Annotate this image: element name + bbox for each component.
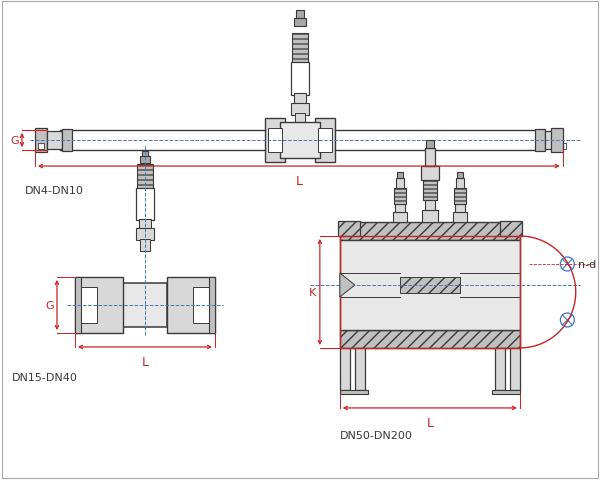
Bar <box>294 19 306 27</box>
Text: L: L <box>295 175 302 188</box>
Bar <box>209 277 215 333</box>
Bar <box>38 144 44 150</box>
Text: K: K <box>308 288 316 297</box>
Bar <box>137 171 153 175</box>
Bar <box>453 213 467 223</box>
Bar <box>47 132 62 150</box>
Bar <box>62 130 72 152</box>
Bar <box>268 129 282 153</box>
Bar <box>75 277 123 333</box>
Bar <box>292 50 308 54</box>
Bar <box>394 190 406 192</box>
Bar <box>423 180 437 201</box>
Bar <box>355 348 365 390</box>
Bar <box>140 156 150 164</box>
Bar <box>123 283 167 327</box>
Bar <box>315 119 335 163</box>
Text: n-d: n-d <box>578 260 596 269</box>
Bar <box>394 189 406 204</box>
Bar <box>292 35 308 39</box>
Bar <box>425 149 435 167</box>
Text: DN15-DN40: DN15-DN40 <box>12 372 78 382</box>
Bar <box>35 129 47 153</box>
Polygon shape <box>340 274 355 297</box>
Bar <box>421 167 439 180</box>
Bar <box>500 222 522 237</box>
Bar <box>394 202 406 204</box>
Bar <box>167 277 215 333</box>
Bar <box>77 288 97 324</box>
Text: DN50-DN200: DN50-DN200 <box>340 430 413 440</box>
Bar <box>136 189 154 220</box>
Bar <box>340 240 520 330</box>
Bar <box>193 288 213 324</box>
Bar <box>551 129 563 153</box>
Text: G: G <box>46 300 54 311</box>
Bar <box>422 211 438 223</box>
Bar <box>454 193 466 197</box>
Bar <box>454 189 466 204</box>
Bar <box>291 104 309 116</box>
Bar <box>265 119 285 163</box>
Bar <box>456 179 464 189</box>
Bar <box>423 193 437 197</box>
Bar <box>510 348 520 390</box>
Bar <box>292 34 308 64</box>
Bar <box>75 277 81 333</box>
Bar <box>340 223 520 240</box>
Text: L: L <box>142 355 148 368</box>
Bar <box>495 348 505 390</box>
Bar <box>454 202 466 204</box>
Bar <box>394 193 406 197</box>
Bar <box>136 228 154 240</box>
Bar <box>280 123 320 159</box>
Bar <box>425 201 435 211</box>
Bar <box>296 11 304 19</box>
Bar <box>454 190 466 192</box>
Bar <box>423 181 437 185</box>
Bar <box>142 152 148 158</box>
Bar <box>426 141 434 149</box>
Bar <box>394 198 406 201</box>
Bar <box>397 173 403 179</box>
Bar <box>140 240 150 252</box>
Bar <box>455 204 465 213</box>
Bar <box>535 130 545 152</box>
Bar <box>137 180 153 185</box>
Bar <box>340 330 520 348</box>
Bar <box>295 114 305 126</box>
Bar <box>396 179 404 189</box>
Bar <box>545 132 560 150</box>
Bar <box>423 198 437 201</box>
Bar <box>423 186 437 189</box>
Bar <box>340 390 368 394</box>
Bar <box>137 165 153 190</box>
Bar <box>492 390 520 394</box>
Bar <box>292 60 308 64</box>
Bar <box>454 198 466 201</box>
Bar <box>137 176 153 180</box>
Bar <box>292 40 308 44</box>
Bar <box>338 222 360 237</box>
Text: L: L <box>427 416 433 429</box>
Bar <box>318 129 332 153</box>
Bar <box>137 186 153 190</box>
Bar <box>393 213 407 223</box>
Bar <box>292 45 308 49</box>
Bar <box>137 166 153 169</box>
Bar <box>292 55 308 59</box>
Text: DN4-DN10: DN4-DN10 <box>25 186 84 196</box>
Bar <box>139 219 151 229</box>
Bar <box>294 94 306 106</box>
Text: G: G <box>10 136 19 146</box>
Bar <box>395 204 405 213</box>
Bar <box>340 237 520 348</box>
Bar <box>457 173 463 179</box>
Bar <box>291 63 309 96</box>
Bar <box>400 277 460 293</box>
Bar <box>560 144 566 150</box>
Bar <box>423 190 437 192</box>
Bar <box>340 348 350 390</box>
